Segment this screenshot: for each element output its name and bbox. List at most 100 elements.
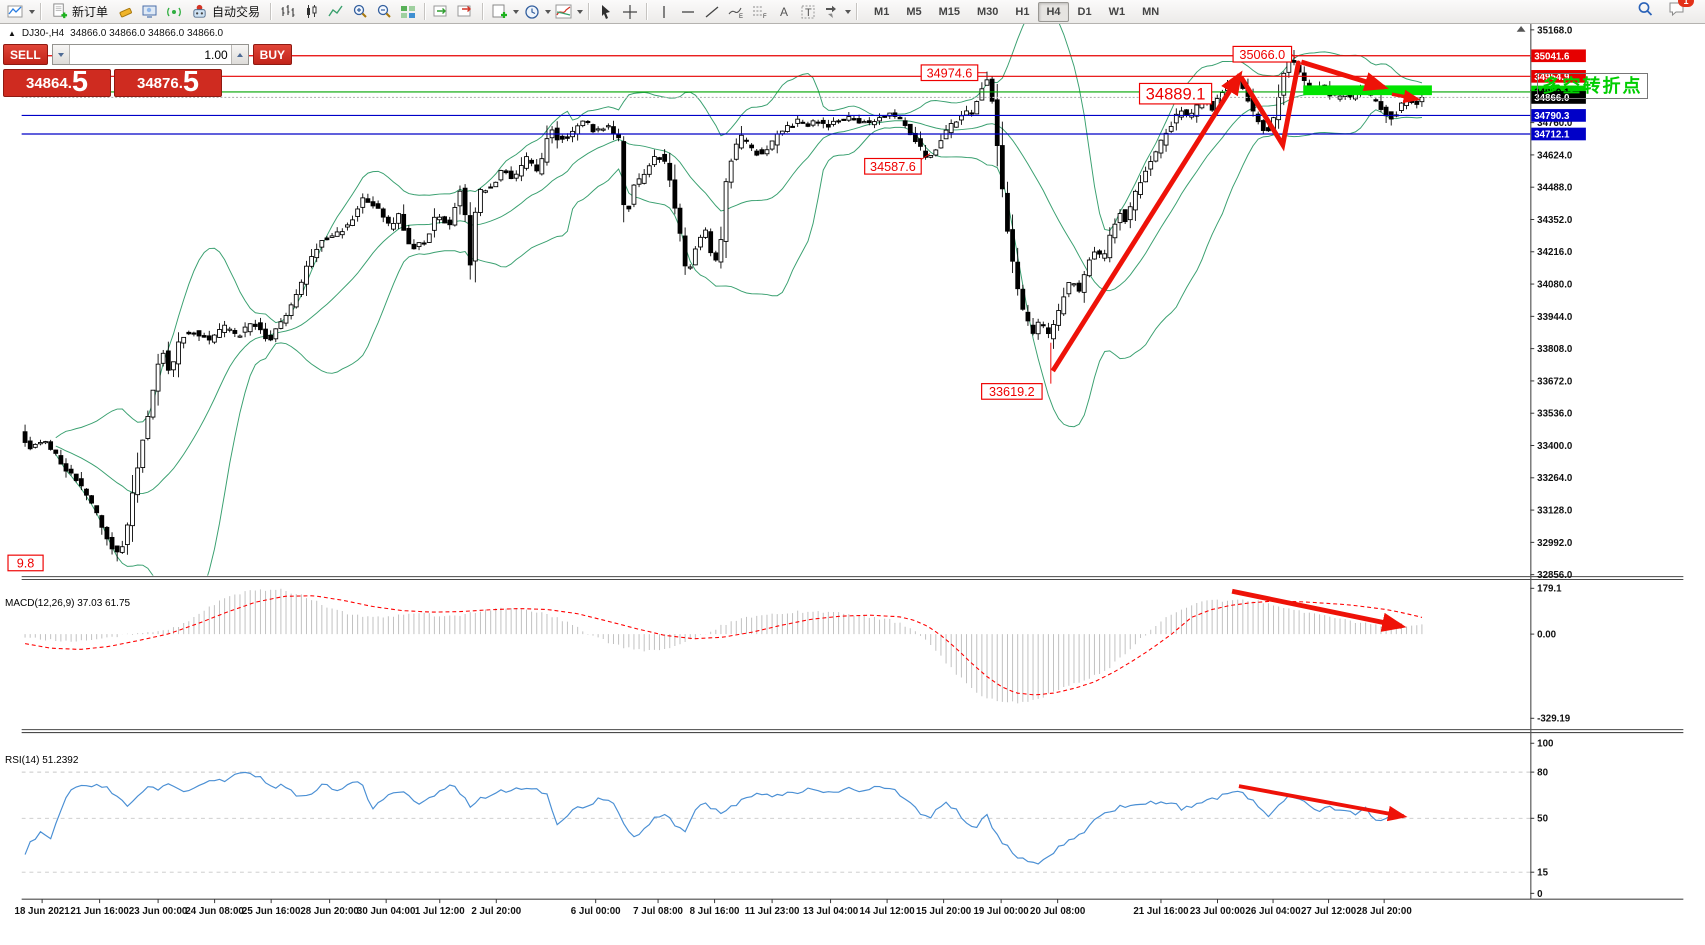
- cursor-icon[interactable]: [594, 2, 617, 22]
- main-pane[interactable]: [22, 24, 1425, 609]
- toolbar: 新订单 自动交易: [0, 0, 1705, 24]
- buy-price-button[interactable]: 34876. 5: [114, 68, 222, 97]
- new-order-button[interactable]: 新订单: [46, 2, 113, 22]
- new-chart-icon[interactable]: [488, 2, 511, 22]
- collapse-triangle-icon[interactable]: ▲: [8, 29, 16, 38]
- timeframe-h1[interactable]: H1: [1015, 5, 1030, 18]
- zoom-out-icon[interactable]: [372, 2, 395, 22]
- crosshair-icon[interactable]: [618, 2, 641, 22]
- separator: [40, 3, 41, 20]
- shapes-tool-icon[interactable]: [820, 2, 843, 22]
- buy-button[interactable]: BUY: [252, 44, 293, 65]
- timeframe-m5[interactable]: M5: [906, 5, 922, 18]
- eraser-icon[interactable]: [114, 2, 137, 22]
- scroll-end-marker: [1516, 25, 1526, 32]
- indicators-icon[interactable]: [552, 2, 575, 22]
- price-tick-label: 34352.0: [1537, 215, 1573, 226]
- channel-tool-icon[interactable]: E: [724, 2, 747, 22]
- turning-point-note: 多空转折点: [1537, 73, 1648, 99]
- price-tick-label: 33672.0: [1537, 376, 1573, 387]
- periods-clock-icon[interactable]: [520, 2, 543, 22]
- chart-area[interactable]: 34974.6 35066.0 34889.1 34587.6 33619.2 9.8 35…: [0, 24, 1705, 945]
- price-tick-label: 33808.0: [1537, 344, 1573, 355]
- svg-text:A: A: [780, 5, 788, 19]
- chart-shift-icon[interactable]: [454, 2, 477, 22]
- svg-text:0: 0: [1537, 889, 1543, 900]
- fibonacci-tool-icon[interactable]: F: [748, 2, 771, 22]
- chat-icon[interactable]: 1: [1668, 0, 1694, 23]
- macd-pane[interactable]: [24, 588, 1423, 704]
- chart-profile-icon[interactable]: [4, 2, 27, 22]
- auto-trading-button[interactable]: 自动交易: [186, 2, 265, 22]
- symbol-ohlc: 34866.0 34866.0 34866.0 34866.0: [70, 28, 224, 39]
- autotrade-icon: [193, 4, 206, 18]
- svg-text:100: 100: [1537, 739, 1554, 750]
- svg-text:34954.9: 34954.9: [1534, 72, 1570, 83]
- svg-text:35066.0: 35066.0: [1239, 48, 1285, 62]
- timeframe-h4[interactable]: H4: [1038, 1, 1069, 22]
- price-callout: [864, 157, 922, 175]
- candles-chart-icon[interactable]: [300, 2, 323, 22]
- search-icon[interactable]: [1636, 0, 1654, 23]
- timeframe-m30[interactable]: M30: [977, 5, 999, 18]
- line-chart-icon[interactable]: [324, 2, 347, 22]
- price-axis[interactable]: 35168.035032.034896.034760.034624.034488…: [21, 24, 1684, 900]
- svg-text:179.1: 179.1: [1537, 584, 1562, 595]
- volume-increase-button[interactable]: [230, 45, 248, 64]
- price-tick-label: 34216.0: [1537, 247, 1573, 258]
- sell-price-button[interactable]: 34864. 5: [3, 68, 111, 97]
- terminal-icon[interactable]: [138, 2, 161, 22]
- chevron-down-icon[interactable]: [845, 9, 852, 14]
- price-tick-label: 33264.0: [1537, 473, 1573, 484]
- date-tick-label: 24 Jun 08:00: [185, 906, 244, 917]
- svg-text:50: 50: [1537, 814, 1548, 825]
- text-tool-icon[interactable]: A: [772, 2, 795, 22]
- bars-chart-icon[interactable]: [276, 2, 299, 22]
- label-tool-icon[interactable]: T: [796, 2, 819, 22]
- trendline-tool-icon[interactable]: [700, 2, 723, 22]
- sell-button[interactable]: SELL: [3, 44, 48, 65]
- chevron-down-icon[interactable]: [545, 9, 552, 14]
- svg-text:33619.2: 33619.2: [989, 385, 1035, 399]
- price-callout: [1138, 82, 1213, 105]
- date-tick-label: 11 Jul 23:00: [745, 906, 800, 917]
- svg-text:E: E: [739, 14, 743, 20]
- chevron-down-icon[interactable]: [577, 9, 584, 14]
- svg-text:34712.1: 34712.1: [1534, 130, 1570, 141]
- autoscroll-icon[interactable]: [430, 2, 453, 22]
- price-tick-label: 33400.0: [1537, 441, 1573, 452]
- vline-tool-icon[interactable]: [652, 2, 675, 22]
- zoom-in-icon[interactable]: [348, 2, 371, 22]
- date-tick-label: 19 Jul 00:00: [974, 906, 1030, 917]
- volume-stepper: [51, 44, 249, 65]
- timeframe-w1[interactable]: W1: [1108, 5, 1126, 18]
- price-callout: [981, 383, 1043, 400]
- price-tick-label: 33536.0: [1537, 409, 1573, 420]
- timeframe-d1[interactable]: D1: [1077, 5, 1092, 18]
- volume-input[interactable]: [69, 45, 231, 64]
- separator: [856, 3, 858, 20]
- volume-decrease-button[interactable]: [52, 45, 70, 64]
- chevron-down-icon[interactable]: [513, 9, 520, 14]
- price-tick-label: 34080.0: [1537, 279, 1573, 290]
- timeframe-m15[interactable]: M15: [938, 5, 960, 18]
- price-tick-label: 33128.0: [1537, 505, 1573, 516]
- chart-canvas[interactable]: 34974.6 35066.0 34889.1 34587.6 33619.2 9.8 35…: [0, 24, 1705, 945]
- svg-text:T: T: [805, 7, 812, 19]
- price-tick-label: 34624.0: [1537, 150, 1573, 161]
- chevron-down-icon[interactable]: [29, 9, 35, 14]
- timeframe-m1[interactable]: M1: [874, 5, 890, 18]
- new-order-icon: [53, 3, 68, 19]
- hline-tool-icon[interactable]: [676, 2, 699, 22]
- signal-icon[interactable]: [162, 2, 185, 22]
- date-tick-label: 26 Jul 04:00: [1245, 906, 1301, 917]
- svg-text:15: 15: [1537, 868, 1548, 879]
- date-tick-label: 28 Jul 20:00: [1357, 906, 1413, 917]
- date-tick-label: 2 Jul 20:00: [471, 906, 521, 917]
- triangle-down-icon: [57, 52, 64, 57]
- timeframe-mn[interactable]: MN: [1142, 5, 1160, 18]
- price-tick-label: 32856.0: [1537, 570, 1573, 581]
- tile-windows-icon[interactable]: [396, 2, 419, 22]
- rsi-pane[interactable]: [21, 771, 1531, 873]
